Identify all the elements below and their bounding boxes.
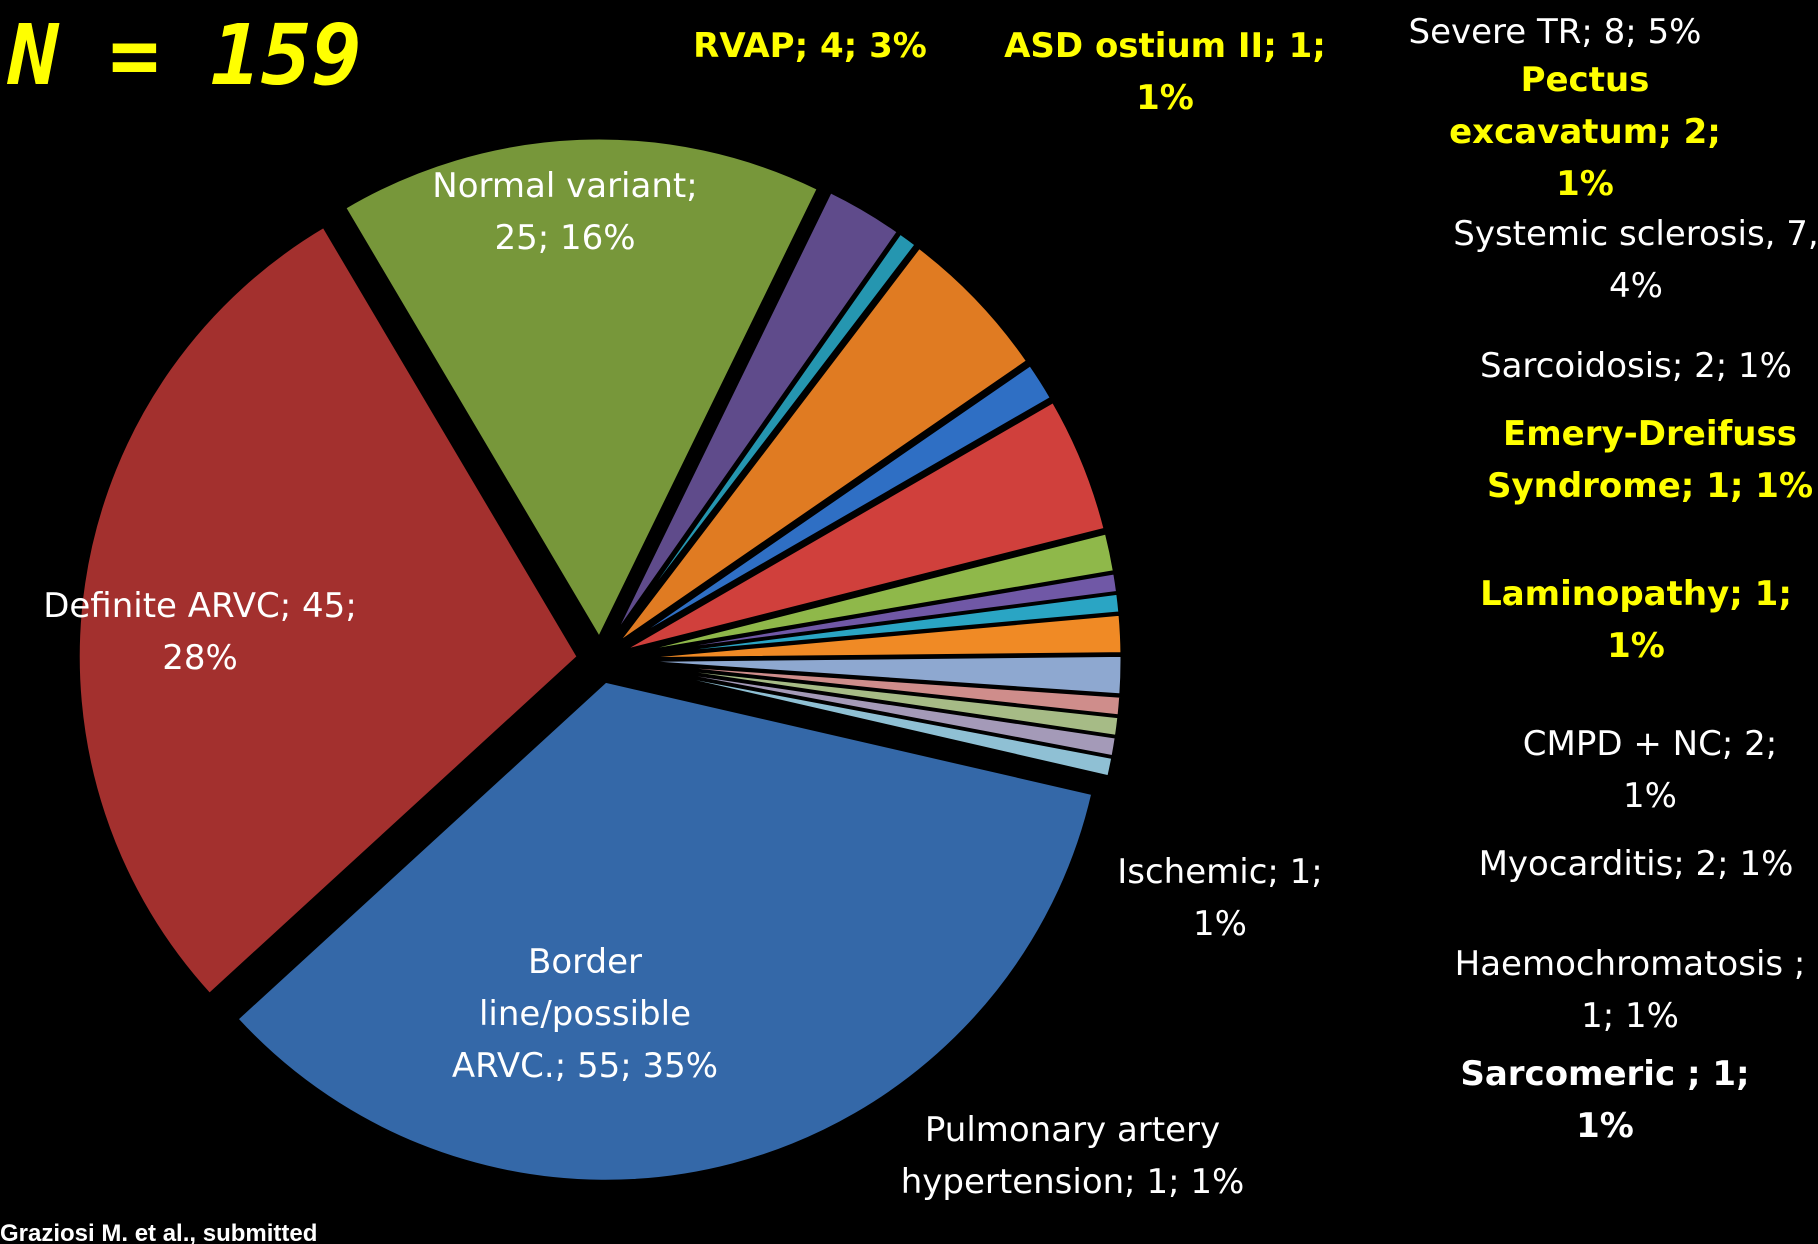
pie-slice: [621, 663, 1115, 779]
pie-slice: [76, 224, 581, 997]
data-label: Sarcomeric ; 1; 1%: [1460, 1054, 1750, 1146]
data-label: Border line/possible ARVC.; 55; 35%: [451, 942, 719, 1086]
pie-slice: [621, 612, 1124, 661]
data-label: Myocarditis; 2; 1%: [1478, 844, 1794, 884]
pie-slice: [342, 136, 821, 642]
data-label: Definite ARVC; 45; 28%: [43, 586, 357, 678]
data-label: Sarcoidosis; 2; 1%: [1480, 346, 1792, 386]
pie-slice: [611, 230, 919, 644]
source-note: Graziosi M. et al., submitted: [0, 1220, 318, 1244]
data-label: ASD ostium II; 1; 1%: [1004, 26, 1326, 118]
pie-slice: [614, 245, 1030, 647]
data-label: Systemic sclerosis, 7, 4%: [1453, 214, 1818, 306]
data-label: RVAP; 4; 3%: [693, 26, 927, 66]
data-label: Severe TR; 8; 5%: [1408, 12, 1702, 52]
pie-slice: [619, 399, 1107, 654]
data-label: Pectus excavatum; 2; 1%: [1449, 60, 1721, 204]
chart-title: N = 159: [8, 6, 363, 104]
data-label: CMPD + NC; 2; 1%: [1522, 724, 1778, 816]
data-label: Emery-Dreifuss Syndrome; 1; 1%: [1486, 414, 1814, 506]
data-label: Normal variant; 25; 16%: [432, 166, 698, 258]
data-label: Laminopathy; 1; 1%: [1480, 574, 1792, 666]
pie-slice: [609, 189, 901, 642]
pie-slice: [234, 679, 1095, 1183]
pie-slice: [617, 362, 1054, 650]
data-label: Haemochromatosis ; 1; 1%: [1454, 944, 1806, 1036]
data-label: Pulmonary artery hypertension; 1; 1%: [900, 1110, 1245, 1202]
data-label: Ischemic; 1; 1%: [1117, 852, 1323, 944]
